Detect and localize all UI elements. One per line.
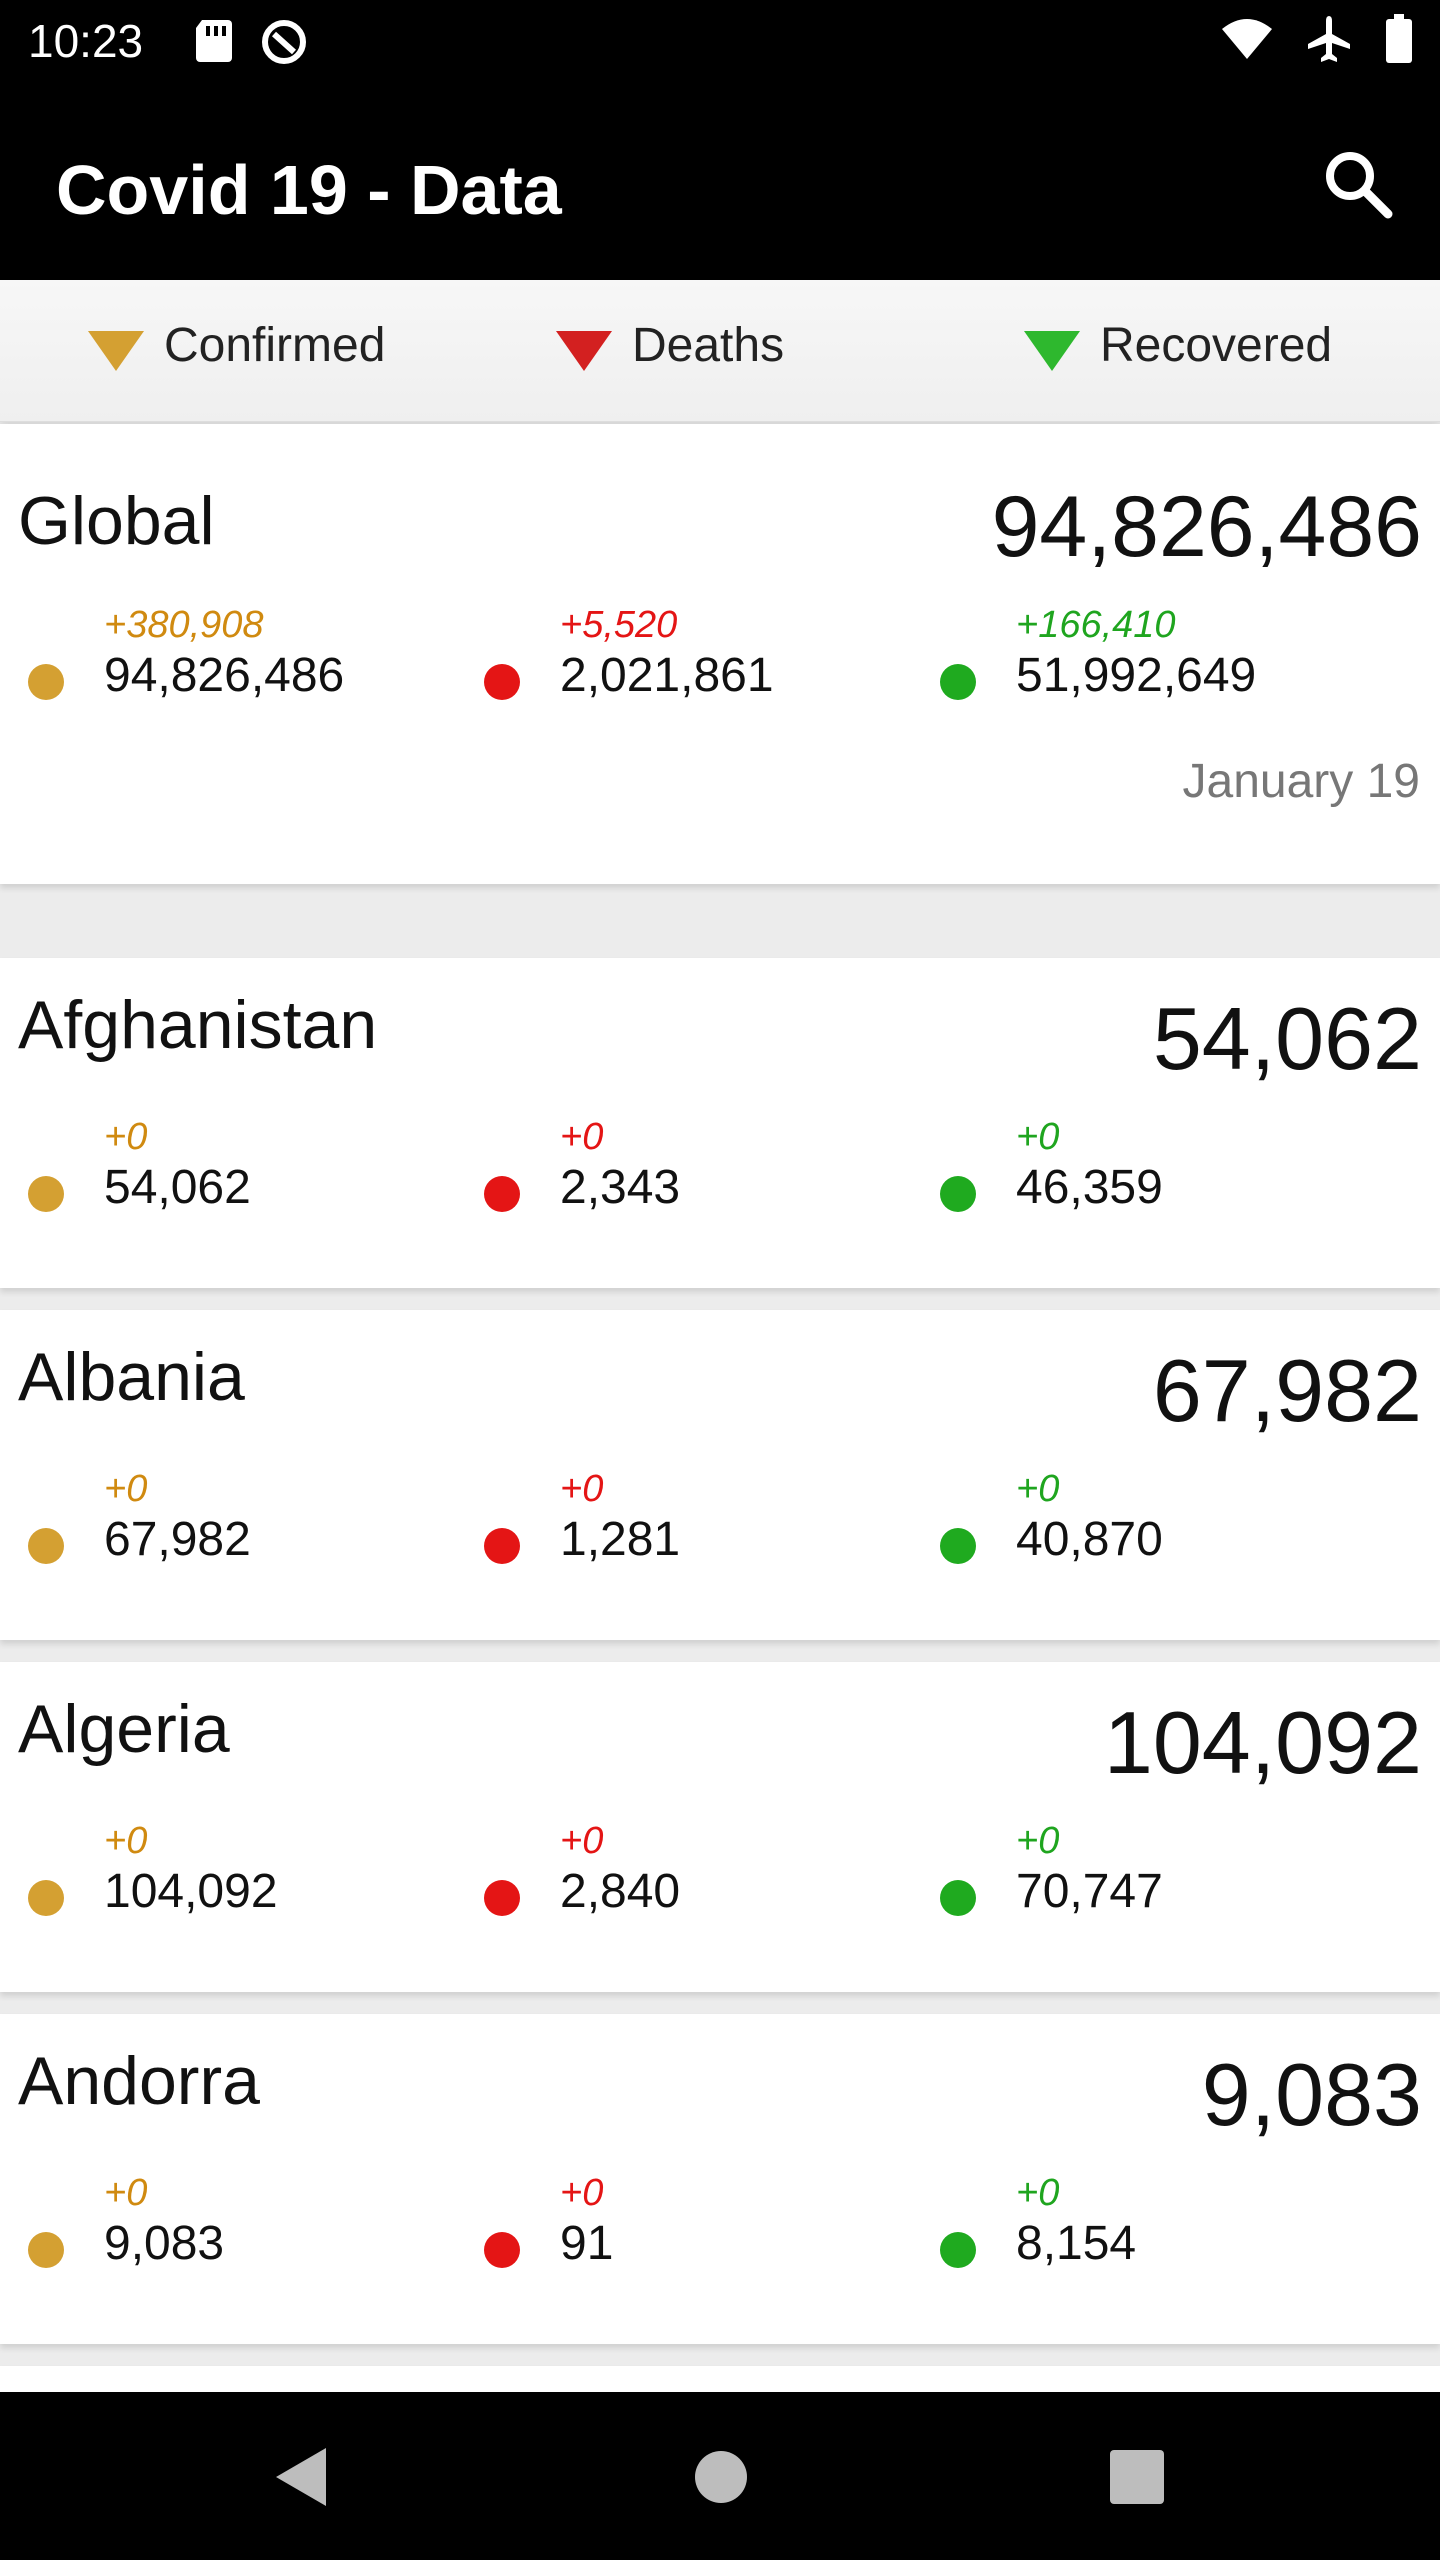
recovered-dot-icon (940, 664, 976, 700)
confirmed-dot-icon (28, 1880, 64, 1916)
recovered-value: 51,992,649 (1016, 649, 1257, 702)
recovered-delta: +0 (1016, 1116, 1060, 1158)
confirmed-delta: +0 (104, 1116, 148, 1158)
recovered-delta: +0 (1016, 1820, 1060, 1862)
country-total: 9,083 (1201, 2045, 1422, 2144)
triangle-down-icon (88, 330, 144, 371)
recovered-value: 70,747 (1016, 1865, 1163, 1918)
country-total: 54,062 (1152, 989, 1422, 1088)
recovered-delta: +0 (1016, 2172, 1060, 2214)
recovered-delta: +166,410 (1016, 604, 1176, 646)
deaths-delta: +0 (560, 1820, 604, 1862)
deaths-dot-icon (484, 2232, 520, 2268)
confirmed-delta: +0 (104, 2172, 148, 2214)
recovered-value: 40,870 (1016, 1513, 1163, 1566)
country-total: 67,982 (1152, 1341, 1422, 1440)
data-saver-icon (260, 18, 308, 71)
sort-deaths-label: Deaths (632, 319, 785, 372)
recovered-value: 46,359 (1016, 1161, 1163, 1214)
sort-bar: Confirmed Deaths Recovered (0, 280, 1440, 422)
confirmed-delta: +0 (104, 1820, 148, 1862)
deaths-value: 2,840 (560, 1865, 681, 1918)
app-bar: Covid 19 - Data (0, 84, 1440, 280)
global-card[interactable]: Global 94,826,486 +380,908 94,826,486 +5… (0, 424, 1440, 884)
confirmed-dot-icon (28, 1176, 64, 1212)
country-name: Albania (18, 1339, 245, 1415)
global-total: 94,826,486 (991, 479, 1422, 575)
country-card[interactable]: Algeria 104,092 +0 104,092 +0 2,840 +0 7… (0, 1662, 1440, 1992)
last-updated-date: January 19 (1182, 755, 1421, 808)
back-icon (270, 2448, 332, 2516)
confirmed-value: 9,083 (104, 2217, 225, 2270)
deaths-value: 91 (560, 2217, 614, 2270)
sort-confirmed-button[interactable]: Confirmed (88, 318, 385, 373)
country-total: 104,092 (1103, 1693, 1422, 1792)
recovered-dot-icon (940, 1880, 976, 1916)
sd-card-icon (194, 18, 234, 71)
country-name: Algeria (18, 1691, 230, 1767)
home-button[interactable] (690, 2442, 752, 2517)
sort-confirmed-label: Confirmed (164, 319, 386, 372)
recovered-value: 8,154 (1016, 2217, 1137, 2270)
confirmed-value: 104,092 (104, 1865, 278, 1918)
deaths-dot-icon (484, 664, 520, 700)
navigation-bar (0, 2392, 1440, 2560)
confirmed-delta: +380,908 (104, 604, 264, 646)
confirmed-dot-icon (28, 1528, 64, 1564)
deaths-delta: +0 (560, 2172, 604, 2214)
recents-icon (1106, 2450, 1168, 2516)
battery-icon (1384, 14, 1414, 69)
confirmed-delta: +0 (104, 1468, 148, 1510)
deaths-value: 2,343 (560, 1161, 681, 1214)
confirmed-dot-icon (28, 2232, 64, 2268)
triangle-down-icon (1024, 330, 1080, 371)
search-button[interactable] (1316, 142, 1400, 226)
country-name: Andorra (18, 2043, 260, 2119)
status-bar: 10:23 (0, 0, 1440, 84)
app-title: Covid 19 - Data (56, 151, 562, 229)
deaths-delta: +0 (560, 1116, 604, 1158)
deaths-dot-icon (484, 1528, 520, 1564)
country-card[interactable]: Andorra 9,083 +0 9,083 +0 91 +0 8,154 (0, 2014, 1440, 2344)
recovered-dot-icon (940, 1176, 976, 1212)
confirmed-value: 67,982 (104, 1513, 251, 1566)
confirmed-dot-icon (28, 664, 64, 700)
home-icon (690, 2451, 752, 2516)
deaths-dot-icon (484, 1176, 520, 1212)
deaths-delta: +5,520 (560, 604, 678, 646)
sort-recovered-button[interactable]: Recovered (1024, 318, 1332, 373)
recents-button[interactable] (1106, 2442, 1168, 2517)
airplane-icon (1304, 14, 1354, 69)
recovered-dot-icon (940, 2232, 976, 2268)
country-card[interactable]: Afghanistan 54,062 +0 54,062 +0 2,343 +0… (0, 958, 1440, 1288)
confirmed-value: 54,062 (104, 1161, 251, 1214)
wifi-icon (1220, 17, 1274, 66)
status-time: 10:23 (28, 15, 144, 67)
recovered-dot-icon (940, 1528, 976, 1564)
recovered-delta: +0 (1016, 1468, 1060, 1510)
back-button[interactable] (270, 2442, 332, 2517)
sort-deaths-button[interactable]: Deaths (556, 318, 784, 373)
search-icon (1316, 152, 1400, 230)
country-card[interactable]: Albania 67,982 +0 67,982 +0 1,281 +0 40,… (0, 1310, 1440, 1640)
deaths-value: 1,281 (560, 1513, 681, 1566)
country-name: Afghanistan (18, 987, 378, 1063)
triangle-down-icon (556, 330, 612, 371)
deaths-delta: +0 (560, 1468, 604, 1510)
sort-recovered-label: Recovered (1100, 319, 1333, 372)
deaths-value: 2,021,861 (560, 649, 774, 702)
confirmed-value: 94,826,486 (104, 649, 345, 702)
deaths-dot-icon (484, 1880, 520, 1916)
global-name: Global (18, 483, 215, 559)
country-card-partial[interactable] (0, 2366, 1440, 2396)
